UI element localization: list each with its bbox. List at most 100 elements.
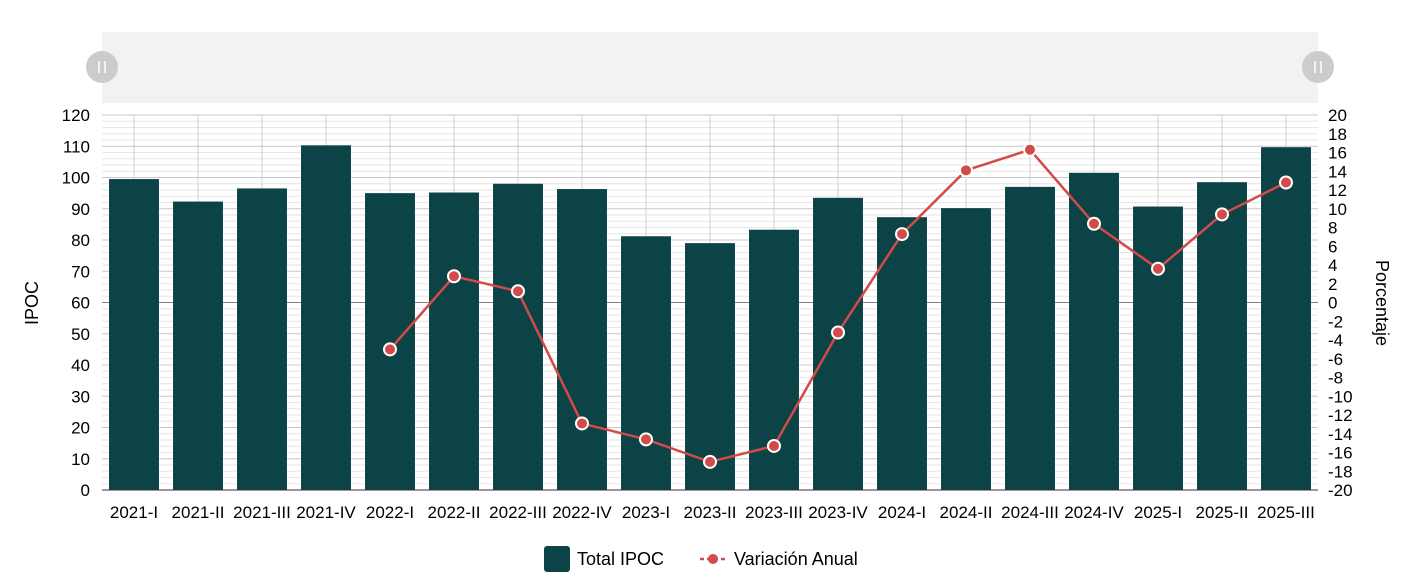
bar-2022-I[interactable] bbox=[365, 193, 415, 490]
bar-2022-II[interactable] bbox=[429, 192, 479, 491]
y2-tick-label: -4 bbox=[1328, 331, 1343, 350]
y-tick-label: 90 bbox=[71, 200, 90, 219]
x-tick-label: 2023-IV bbox=[808, 503, 868, 522]
legend-item-variacion-anual[interactable]: Variación Anual bbox=[700, 549, 858, 569]
x-tick-label: 2023-I bbox=[622, 503, 670, 522]
bar-2021-I[interactable] bbox=[109, 179, 159, 490]
y2-tick-label: -20 bbox=[1328, 481, 1353, 500]
y-tick-label: 10 bbox=[71, 450, 90, 469]
y2-tick-label: -2 bbox=[1328, 312, 1343, 331]
bar-2021-II[interactable] bbox=[173, 201, 223, 490]
x-tick-label: 2025-II bbox=[1196, 503, 1249, 522]
bar-2021-III[interactable] bbox=[237, 188, 287, 490]
legend-label-variacion-anual: Variación Anual bbox=[734, 549, 858, 569]
x-tick-label: 2025-III bbox=[1257, 503, 1315, 522]
drag-handle-icon[interactable] bbox=[86, 51, 118, 83]
y2-tick-label: 14 bbox=[1328, 162, 1347, 181]
y2-tick-label: 20 bbox=[1328, 106, 1347, 125]
x-tick-label: 2024-I bbox=[878, 503, 926, 522]
y-tick-label: 70 bbox=[71, 262, 90, 281]
x-tick-label: 2022-I bbox=[366, 503, 414, 522]
y-tick-label: 110 bbox=[63, 137, 90, 156]
y2-tick-label: 6 bbox=[1328, 237, 1337, 256]
point-2025-III[interactable] bbox=[1279, 175, 1293, 190]
legend-item-total-ipoc[interactable]: Total IPOC bbox=[544, 546, 664, 572]
variation-line bbox=[383, 142, 1293, 469]
y-axis-title: IPOC bbox=[22, 281, 42, 325]
point-2024-I[interactable] bbox=[895, 227, 909, 242]
x-tick-label: 2021-II bbox=[172, 503, 225, 522]
point-2024-II[interactable] bbox=[959, 163, 973, 178]
bars bbox=[109, 145, 1311, 490]
y2-tick-label: 18 bbox=[1328, 125, 1347, 144]
point-2025-I[interactable] bbox=[1151, 261, 1165, 276]
x-tick-label: 2023-III bbox=[745, 503, 803, 522]
bar-2023-I[interactable] bbox=[621, 236, 671, 490]
y2-axis-title: Porcentaje bbox=[1372, 260, 1392, 346]
bar-2024-III[interactable] bbox=[1005, 186, 1055, 490]
x-tick-label: 2021-I bbox=[110, 503, 158, 522]
point-2023-I[interactable] bbox=[639, 432, 653, 447]
y2-tick-label: -16 bbox=[1328, 444, 1353, 463]
bar-2024-I[interactable] bbox=[877, 217, 927, 490]
y2-tick-label: 10 bbox=[1328, 200, 1347, 219]
y-tick-label: 80 bbox=[71, 231, 90, 250]
x-tick-label: 2025-I bbox=[1134, 503, 1182, 522]
point-2025-II[interactable] bbox=[1215, 207, 1229, 222]
bar-2025-I[interactable] bbox=[1133, 206, 1183, 490]
x-tick-label: 2021-III bbox=[233, 503, 291, 522]
bar-2023-II[interactable] bbox=[685, 243, 735, 490]
x-tick-label: 2022-III bbox=[489, 503, 547, 522]
point-2022-II[interactable] bbox=[447, 269, 461, 284]
x-tick-label: 2024-IV bbox=[1064, 503, 1124, 522]
legend: Total IPOC Variación Anual bbox=[544, 546, 858, 572]
y2-tick-label: 4 bbox=[1328, 256, 1337, 275]
bar-2021-IV[interactable] bbox=[301, 145, 351, 490]
y2-tick-label: -10 bbox=[1328, 387, 1353, 406]
bar-2022-III[interactable] bbox=[493, 183, 543, 490]
y2-tick-label: -18 bbox=[1328, 462, 1353, 481]
y-tick-label: 60 bbox=[71, 294, 90, 313]
y2-tick-label: 0 bbox=[1328, 294, 1337, 313]
legend-marker bbox=[708, 554, 718, 564]
bar-2025-III[interactable] bbox=[1261, 147, 1311, 490]
x-tick-label: 2022-IV bbox=[552, 503, 612, 522]
y-tick-label: 30 bbox=[71, 387, 90, 406]
y2-tick-label: 16 bbox=[1328, 144, 1347, 163]
bar-2023-IV[interactable] bbox=[813, 197, 863, 490]
point-2023-IV[interactable] bbox=[831, 325, 845, 340]
y-tick-label: 40 bbox=[71, 356, 90, 375]
point-2024-III[interactable] bbox=[1023, 142, 1037, 157]
point-2022-III[interactable] bbox=[511, 284, 525, 299]
y2-tick-label: -6 bbox=[1328, 350, 1343, 369]
axes: 0102030405060708090100110120-20-18-16-14… bbox=[62, 106, 1353, 522]
y2-tick-label: 12 bbox=[1328, 181, 1347, 200]
y-tick-label: 50 bbox=[71, 325, 90, 344]
y2-tick-label: -14 bbox=[1328, 425, 1353, 444]
y-tick-label: 100 bbox=[62, 169, 90, 188]
bar-2025-II[interactable] bbox=[1197, 182, 1247, 490]
navigator-left-handle[interactable] bbox=[86, 51, 118, 83]
point-2023-III[interactable] bbox=[767, 438, 781, 453]
point-2022-I[interactable] bbox=[383, 342, 397, 357]
y2-tick-label: -8 bbox=[1328, 369, 1343, 388]
point-2022-IV[interactable] bbox=[575, 416, 589, 431]
drag-handle-icon[interactable] bbox=[1302, 51, 1334, 83]
range-navigator[interactable] bbox=[102, 32, 1318, 103]
x-tick-label: 2021-IV bbox=[296, 503, 356, 522]
x-tick-label: 2024-II bbox=[940, 503, 993, 522]
bar-2022-IV[interactable] bbox=[557, 189, 607, 490]
y-tick-label: 20 bbox=[71, 419, 90, 438]
y2-tick-label: 2 bbox=[1328, 275, 1337, 294]
y2-tick-label: -12 bbox=[1328, 406, 1353, 425]
y2-tick-label: 8 bbox=[1328, 219, 1337, 238]
point-2024-IV[interactable] bbox=[1087, 216, 1101, 231]
y-tick-label: 0 bbox=[81, 481, 90, 500]
bar-2024-II[interactable] bbox=[941, 208, 991, 490]
point-2023-II[interactable] bbox=[703, 454, 717, 469]
x-tick-label: 2024-III bbox=[1001, 503, 1059, 522]
x-tick-label: 2023-II bbox=[684, 503, 737, 522]
x-tick-label: 2022-II bbox=[428, 503, 481, 522]
navigator-right-handle[interactable] bbox=[1302, 51, 1334, 83]
